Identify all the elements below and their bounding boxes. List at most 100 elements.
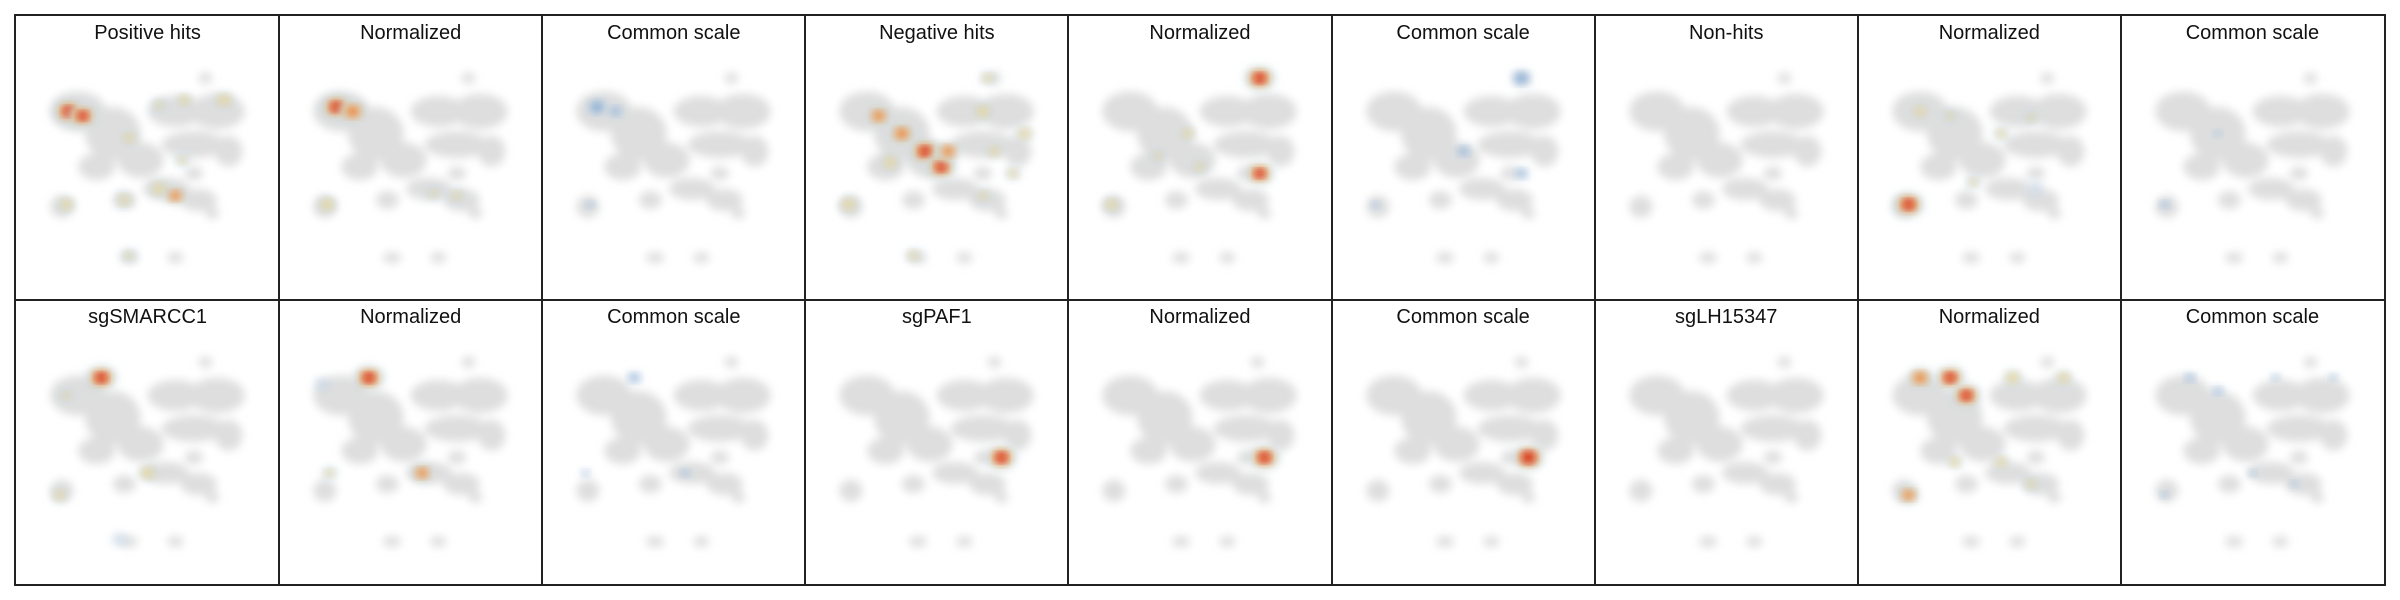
density-spot	[1255, 170, 1265, 177]
cell-island	[902, 191, 926, 209]
cell-island	[461, 72, 476, 84]
cell-island	[2182, 153, 2221, 181]
cell-islands	[1365, 356, 1561, 548]
cell-islands	[1628, 356, 1824, 548]
density-spot	[873, 111, 885, 121]
density-spot	[884, 157, 897, 168]
cell-island	[936, 379, 993, 411]
density-spot	[54, 491, 65, 500]
density-spot	[364, 374, 374, 382]
cell-island	[2157, 379, 2177, 403]
cell-island	[1745, 252, 1763, 264]
panel-title: sgSMARCC1	[88, 306, 208, 328]
cell-island	[2021, 188, 2059, 212]
cell-island	[382, 252, 402, 264]
density-spot	[96, 374, 106, 382]
cell-island	[2224, 252, 2244, 264]
cell-island	[2157, 95, 2177, 119]
cell-island	[1691, 191, 1715, 209]
cell-island	[1696, 426, 1743, 462]
cell-island	[2182, 437, 2221, 465]
cell-island	[2266, 131, 2332, 158]
cell-island	[1740, 415, 1805, 442]
cell-island	[604, 437, 642, 465]
cell-island	[424, 415, 490, 442]
cell-island	[1105, 379, 1124, 403]
density-spot	[179, 96, 190, 105]
cell-island	[179, 188, 218, 212]
umap-panel-2: Normalized	[279, 16, 542, 300]
cell-island	[1232, 472, 1270, 496]
cell-island	[1698, 536, 1717, 548]
density-spot	[123, 134, 135, 142]
cell-island	[1130, 437, 1168, 465]
umap-panel-12: Common scale	[542, 300, 805, 584]
density-spot	[591, 102, 604, 112]
cell-island	[1919, 153, 1957, 181]
density-spot	[452, 192, 462, 200]
density-spot	[1106, 200, 1118, 209]
cell-island	[468, 491, 483, 503]
cell-island	[341, 153, 379, 181]
cell-islands	[1102, 356, 1298, 548]
cell-island	[639, 191, 663, 209]
cell-island	[1219, 536, 1236, 548]
cell-island	[1520, 491, 1535, 503]
cell-island	[576, 479, 600, 502]
cell-island	[2009, 536, 2026, 548]
umap-panel-1: Positive hits	[16, 16, 279, 300]
cell-island	[2303, 72, 2318, 84]
cell-island	[198, 72, 213, 84]
cell-islands	[1365, 72, 1561, 264]
cell-island	[693, 536, 710, 548]
density-plot	[839, 356, 1035, 548]
cell-island	[117, 142, 164, 178]
cell-island	[673, 379, 730, 411]
cell-island	[1530, 419, 1559, 451]
cell-island	[693, 252, 710, 264]
cell-island	[2030, 377, 2087, 414]
cell-island	[1368, 95, 1387, 119]
cell-island	[1959, 142, 2006, 178]
cell-island	[2319, 419, 2348, 451]
cell-island	[1954, 191, 1978, 209]
density-spot	[119, 196, 130, 205]
density-spot	[2290, 481, 2298, 487]
density-plot	[2155, 356, 2350, 548]
cell-island	[643, 426, 690, 462]
cell-island	[1433, 426, 1480, 462]
cell-island	[1435, 536, 1454, 548]
density-plot	[50, 356, 245, 548]
cell-island	[724, 356, 739, 368]
density-spot	[989, 147, 1001, 156]
density-spot	[976, 106, 990, 117]
cell-island	[1169, 142, 1217, 178]
density-plot	[576, 72, 772, 264]
cell-island	[1777, 356, 1792, 368]
density-spot	[325, 469, 334, 477]
panel-title: sgPAF1	[902, 306, 972, 328]
cell-island	[1726, 379, 1782, 411]
cell-island	[461, 356, 476, 368]
cell-island	[1767, 377, 1824, 414]
cell-island	[645, 536, 665, 548]
cell-island	[1745, 536, 1763, 548]
panel-title: Normalized	[1938, 306, 2040, 328]
cell-island	[1740, 131, 1805, 158]
umap-panel-6: Common scale	[1332, 16, 1595, 300]
cell-island	[424, 131, 490, 158]
density-spot	[154, 101, 164, 108]
density-spot	[1008, 169, 1019, 178]
cell-island	[969, 472, 1007, 496]
cell-island	[706, 188, 744, 212]
panel-title: Normalized	[1149, 22, 1251, 44]
cell-island	[715, 93, 772, 130]
density-spot	[152, 184, 166, 194]
density-plot	[313, 356, 508, 548]
cell-island	[1172, 252, 1191, 264]
density-spot	[1522, 453, 1534, 462]
cell-island	[2003, 131, 2069, 158]
cell-island	[1195, 461, 1242, 485]
density-spot	[1514, 73, 1528, 83]
panel-title: Negative hits	[879, 22, 995, 44]
